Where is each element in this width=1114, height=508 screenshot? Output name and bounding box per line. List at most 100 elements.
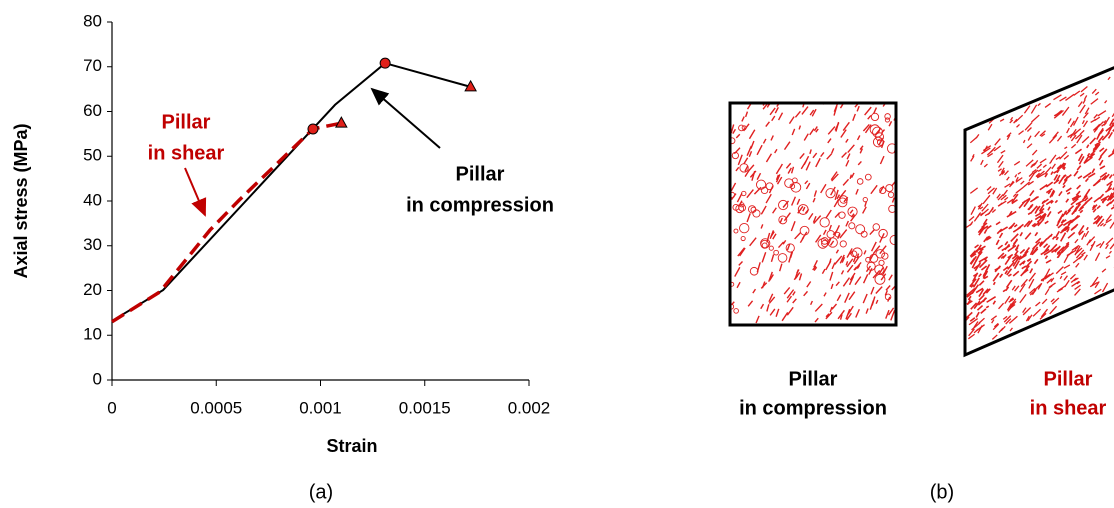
crack xyxy=(842,178,850,186)
crack xyxy=(1077,175,1083,180)
crack xyxy=(1081,119,1085,125)
crack xyxy=(823,292,827,297)
crack xyxy=(731,281,735,287)
crack xyxy=(834,189,839,201)
crack xyxy=(803,290,809,297)
crack xyxy=(1039,238,1048,248)
crack xyxy=(1004,255,1012,266)
crack xyxy=(1094,281,1100,289)
crack xyxy=(980,159,984,166)
crack xyxy=(1000,194,1007,201)
crack xyxy=(1065,241,1070,246)
crack xyxy=(1083,196,1089,202)
crack xyxy=(969,278,977,288)
crack xyxy=(870,112,880,122)
crack xyxy=(1046,211,1052,218)
crack xyxy=(874,127,882,136)
y-axis-label: Axial stress (MPa) xyxy=(11,123,31,278)
crack xyxy=(1021,197,1031,204)
crack xyxy=(982,194,991,205)
crack xyxy=(1070,214,1080,224)
crack xyxy=(781,312,789,322)
crack xyxy=(970,206,976,215)
crack xyxy=(1109,118,1114,127)
crack xyxy=(799,225,810,236)
crack xyxy=(1045,259,1052,264)
crack xyxy=(1037,218,1045,227)
crack xyxy=(865,308,869,314)
crack xyxy=(1084,107,1090,115)
crack xyxy=(814,234,822,243)
crack xyxy=(855,188,859,195)
crack xyxy=(1057,209,1063,215)
crack xyxy=(792,298,797,304)
crack xyxy=(998,302,1005,310)
crack xyxy=(822,229,827,235)
crack xyxy=(862,123,870,132)
crack xyxy=(1064,146,1068,150)
crack xyxy=(1035,301,1041,307)
crack xyxy=(1002,315,1008,320)
crack xyxy=(782,200,790,208)
crack xyxy=(1073,170,1079,177)
crack xyxy=(859,148,864,154)
crack xyxy=(785,162,792,169)
crack xyxy=(970,252,977,258)
crack xyxy=(1071,194,1080,200)
crack xyxy=(1040,308,1048,318)
crack xyxy=(1029,289,1036,296)
crack xyxy=(749,237,757,247)
crack xyxy=(1094,288,1102,295)
crack xyxy=(731,301,735,306)
crack xyxy=(786,289,795,299)
crack xyxy=(1083,156,1093,164)
crack xyxy=(1006,210,1017,218)
crack xyxy=(1075,262,1080,268)
crack xyxy=(1031,222,1037,227)
crack xyxy=(1015,247,1019,252)
crack xyxy=(887,191,895,198)
crack xyxy=(1009,327,1013,332)
crack xyxy=(814,317,819,323)
crack xyxy=(1025,315,1030,322)
crack xyxy=(787,167,792,174)
crack xyxy=(1090,118,1097,124)
crack xyxy=(1077,225,1085,235)
crack xyxy=(1045,181,1054,188)
crack xyxy=(737,247,746,257)
crack xyxy=(1028,272,1036,282)
crack xyxy=(777,253,788,263)
crack xyxy=(1008,298,1015,303)
crack xyxy=(997,244,1004,250)
crack xyxy=(879,155,885,165)
crack xyxy=(1026,143,1033,149)
crack xyxy=(1043,243,1049,249)
crack xyxy=(1029,190,1035,197)
crack xyxy=(732,128,737,134)
shear-specimen xyxy=(963,66,1114,358)
crack xyxy=(790,182,802,193)
crack xyxy=(1045,199,1053,206)
crack xyxy=(1034,231,1039,237)
crack xyxy=(1008,210,1013,216)
x-tick-label: 0.002 xyxy=(508,398,551,417)
crack xyxy=(760,205,767,215)
crack xyxy=(1037,282,1043,290)
crack xyxy=(760,303,765,310)
crack xyxy=(837,309,845,320)
crack xyxy=(1011,255,1020,263)
annotation-arrow xyxy=(370,87,441,149)
crack xyxy=(831,173,839,182)
crack xyxy=(778,215,788,225)
crack xyxy=(1067,205,1075,212)
crack xyxy=(752,288,757,294)
point-marker xyxy=(379,57,391,69)
crack xyxy=(1081,232,1086,241)
crack xyxy=(1040,133,1046,138)
crack xyxy=(1077,101,1083,108)
crack xyxy=(1075,190,1081,197)
crack xyxy=(783,212,791,222)
crack xyxy=(1060,219,1065,224)
crack xyxy=(849,272,856,281)
crack xyxy=(1078,206,1085,212)
